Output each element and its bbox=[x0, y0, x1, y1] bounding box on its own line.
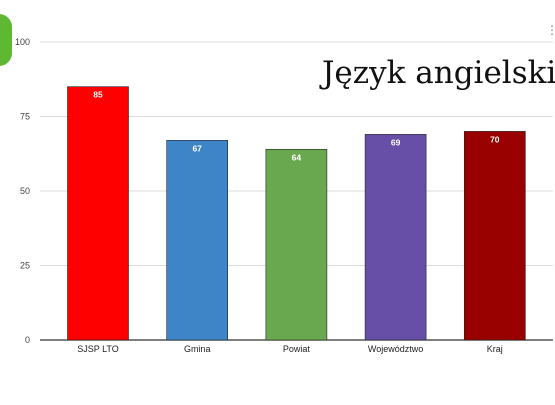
data-label: 85 bbox=[93, 90, 103, 100]
data-label: 67 bbox=[192, 143, 202, 153]
x-tick-label: Gmina bbox=[184, 344, 211, 354]
data-label: 64 bbox=[292, 152, 302, 162]
x-tick-label: Województwo bbox=[368, 344, 423, 354]
bars bbox=[67, 86, 526, 341]
y-tick-label: 75 bbox=[20, 112, 30, 122]
y-tick-label: 50 bbox=[20, 186, 30, 196]
y-tick-label: 25 bbox=[20, 261, 30, 271]
bar bbox=[364, 134, 427, 341]
vertical-dots-icon[interactable]: ⋮ bbox=[546, 23, 555, 37]
chart-title: Język angielski bbox=[322, 55, 555, 91]
labels: 0 25 50 75 100 85 SJSP LTO 67 Gmina 64 Powiat 69 Woj… bbox=[15, 37, 503, 354]
green-corner-mark bbox=[0, 14, 12, 66]
data-label: 70 bbox=[490, 134, 500, 144]
bar bbox=[166, 140, 228, 341]
y-tick-label: 100 bbox=[15, 37, 30, 47]
x-tick-label: Powiat bbox=[283, 344, 311, 354]
y-tick-label: 0 bbox=[25, 335, 30, 345]
x-tick-label: SJSP LTO bbox=[77, 344, 119, 354]
bar bbox=[67, 86, 129, 341]
bar bbox=[265, 148, 328, 341]
bar bbox=[463, 131, 526, 341]
data-label: 69 bbox=[391, 137, 401, 147]
x-tick-label: Kraj bbox=[487, 344, 503, 354]
